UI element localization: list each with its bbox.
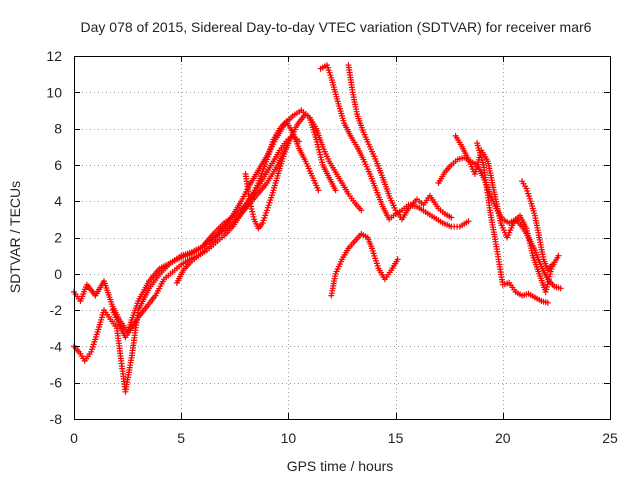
y-axis-label: SDTVAR / TECUs (7, 181, 23, 293)
axis-ticks: 0 5 10 15 20 25 -8 -6 -4 -2 0 2 4 6 8 10 12 (46, 48, 618, 446)
series-track-h (328, 230, 401, 299)
series-markers (173, 107, 365, 286)
y-tick-label: -8 (50, 411, 63, 427)
y-tick-label: -2 (50, 302, 63, 318)
series-track-e (242, 140, 292, 232)
y-tick-label: 2 (54, 230, 62, 246)
y-tick-label: 8 (54, 121, 62, 137)
y-tick-label: -4 (50, 338, 63, 354)
series-track-l (519, 178, 556, 274)
x-tick-label: 10 (281, 430, 297, 446)
series-track-k (474, 140, 551, 306)
x-tick-label: 5 (177, 430, 185, 446)
y-tick-label: 0 (54, 266, 62, 282)
chart-title: Day 078 of 2015, Sidereal Day-to-day VTE… (81, 19, 592, 35)
series-track-f (317, 62, 472, 230)
series-markers (328, 230, 401, 299)
x-axis-label: GPS time / hours (287, 458, 394, 474)
series-markers (519, 178, 556, 274)
x-tick-label: 25 (602, 430, 618, 446)
x-tick-label: 0 (70, 430, 78, 446)
series-markers (474, 140, 551, 306)
data-series (71, 62, 564, 395)
y-tick-label: 10 (46, 84, 62, 100)
y-tick-label: -6 (50, 375, 63, 391)
series-track-d (173, 107, 365, 286)
x-tick-label: 20 (495, 430, 511, 446)
y-tick-label: 12 (46, 48, 62, 64)
series-markers (345, 62, 455, 223)
series-markers (317, 62, 472, 230)
y-tick-label: 4 (54, 193, 62, 209)
grid-lines (74, 56, 610, 419)
x-tick-label: 15 (388, 430, 404, 446)
y-tick-label: 6 (54, 157, 62, 173)
series-track-g (345, 62, 455, 223)
series-markers (242, 140, 292, 232)
